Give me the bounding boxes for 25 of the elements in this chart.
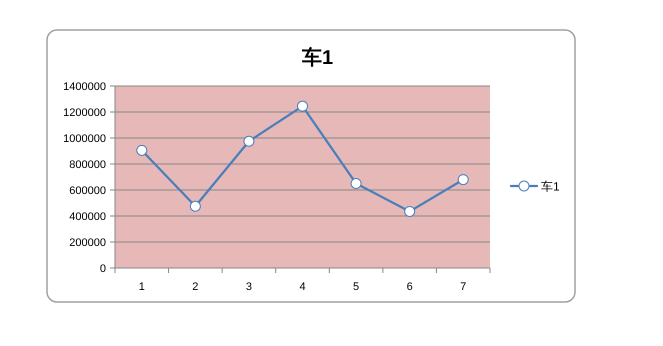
x-tick-label: 4 xyxy=(299,281,306,293)
point xyxy=(190,200,201,212)
chart-title: 车1 xyxy=(300,46,334,69)
point xyxy=(243,136,254,147)
x-tick-label: 5 xyxy=(353,281,360,293)
y-tick-label: 800000 xyxy=(69,159,106,171)
x-tick-label: 1 xyxy=(138,281,145,293)
y-tick-label: 1000000 xyxy=(63,133,106,145)
y-tick-label: 600000 xyxy=(69,185,106,197)
x-tick-label: 2 xyxy=(192,281,198,293)
point xyxy=(350,178,362,189)
x-tick-label: 7 xyxy=(460,281,466,293)
point xyxy=(297,100,308,112)
legend-label: 车1 xyxy=(541,180,560,194)
y-tick-label: 200000 xyxy=(69,237,106,249)
point xyxy=(404,206,416,217)
x-tick-label: 3 xyxy=(246,281,252,293)
point xyxy=(136,144,148,156)
y-tick-label: 400000 xyxy=(69,211,106,223)
x-tick-label: 6 xyxy=(406,281,413,293)
y-tick-label: 1200000 xyxy=(63,107,106,119)
point xyxy=(458,174,469,186)
legend: 车1 xyxy=(510,180,560,194)
y-tick-label: 0 xyxy=(100,263,106,275)
y-tick-label: 1400000 xyxy=(63,81,106,93)
